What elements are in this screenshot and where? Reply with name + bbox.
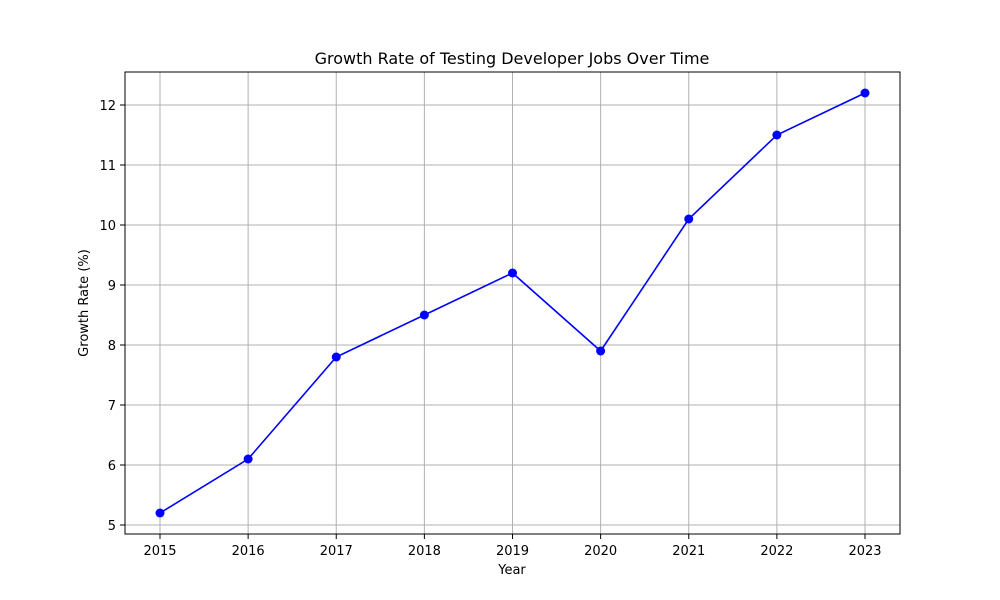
data-point [243, 454, 253, 464]
data-point [684, 214, 694, 224]
data-point [155, 508, 165, 518]
series-group [155, 88, 870, 518]
plot-frame [124, 71, 901, 535]
y-tick-label: 12 [99, 99, 116, 114]
axis-ticks: 2015 2016 2017 2018 2019 2020 2021 2022 2023 5 6 7 8… [99, 99, 881, 559]
x-tick-label: 2016 [232, 544, 265, 559]
data-point [508, 268, 517, 278]
y-tick-label: 5 [108, 519, 116, 534]
y-tick-label: 8 [108, 339, 116, 354]
x-tick-label: 2020 [584, 544, 617, 559]
y-tick-label: 6 [108, 459, 116, 474]
x-tick-label: 2019 [496, 544, 529, 559]
data-point [860, 88, 870, 98]
data-point [331, 352, 341, 362]
x-tick-label: 2021 [672, 544, 705, 559]
x-tick-label: 2017 [320, 544, 353, 559]
y-axis-label: Growth Rate (%) [77, 249, 92, 357]
x-tick-label: 2022 [760, 544, 793, 559]
x-tick-label: 2015 [143, 544, 176, 559]
y-tick-label: 11 [99, 159, 116, 174]
grid-lines [125, 72, 900, 534]
x-tick-label: 2018 [408, 544, 441, 559]
data-point [596, 346, 606, 356]
x-tick-label: 2023 [848, 544, 881, 559]
y-tick-label: 7 [108, 399, 116, 414]
data-point [772, 130, 782, 140]
y-tick-label: 9 [108, 279, 116, 294]
y-tick-label: 10 [99, 219, 116, 234]
data-point [419, 310, 429, 320]
chart-title: Growth Rate of Testing Developer Jobs Ov… [315, 49, 710, 68]
x-axis-label: Year [497, 563, 526, 578]
